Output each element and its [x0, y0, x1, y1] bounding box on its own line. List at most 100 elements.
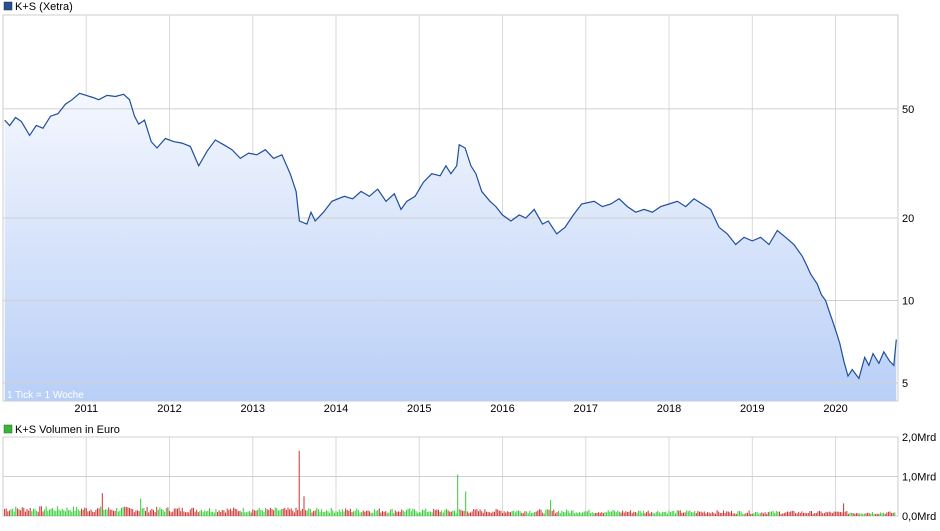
- volume-bar: [678, 510, 680, 516]
- volume-bar: [828, 511, 830, 516]
- volume-bar: [766, 513, 768, 516]
- volume-legend-swatch: [3, 424, 13, 434]
- volume-bar: [260, 509, 262, 516]
- volume-bar: [535, 511, 537, 516]
- volume-bar: [425, 508, 427, 516]
- volume-bar: [274, 507, 276, 516]
- tick-note: 1 Tick = 1 Woche: [7, 390, 84, 401]
- volume-bar: [388, 512, 390, 516]
- volume-bar: [513, 510, 515, 516]
- volume-bar: [582, 512, 584, 516]
- volume-bar: [612, 510, 614, 516]
- volume-bar: [365, 511, 367, 516]
- volume-bar: [460, 509, 462, 516]
- volume-bar: [751, 513, 753, 516]
- volume-bar: [524, 511, 526, 516]
- volume-bar: [233, 507, 235, 516]
- volume-bar: [561, 510, 563, 516]
- volume-bar: [401, 509, 403, 516]
- volume-bar: [325, 510, 327, 516]
- volume-bar: [801, 511, 803, 516]
- volume-bar: [5, 508, 7, 516]
- volume-bar: [458, 509, 460, 516]
- volume-bar: [548, 509, 550, 516]
- volume-bar: [215, 509, 217, 516]
- volume-bar: [727, 511, 729, 516]
- volume-bar: [631, 513, 633, 516]
- volume-bar: [569, 512, 571, 516]
- volume-bar: [699, 511, 700, 516]
- volume-bar: [305, 510, 307, 516]
- volume-bar: [191, 507, 193, 516]
- volume-bar: [617, 510, 619, 516]
- volume-bar: [4, 509, 6, 516]
- volume-bar: [164, 511, 166, 516]
- volume-bar: [831, 513, 833, 516]
- volume-bar: [418, 512, 420, 516]
- volume-bar: [815, 513, 817, 516]
- volume-bar: [84, 507, 86, 516]
- volume-bar: [87, 511, 89, 516]
- volume-bar: [455, 512, 457, 516]
- volume-bar: [436, 509, 438, 516]
- volume-bar: [892, 512, 894, 516]
- volume-bar: [503, 511, 505, 516]
- volume-bar: [231, 510, 233, 516]
- volume-bar: [218, 510, 220, 516]
- volume-bar: [700, 511, 702, 516]
- volume-bar: [526, 511, 528, 516]
- volume-bar: [487, 512, 489, 516]
- volume-bar: [29, 507, 31, 516]
- volume-bar: [377, 510, 379, 516]
- volume-bar: [849, 512, 851, 516]
- volume-bar: [466, 511, 468, 516]
- volume-bar: [26, 509, 28, 516]
- volume-bar: [133, 512, 135, 516]
- volume-bar: [340, 511, 342, 516]
- volume-bar: [852, 513, 854, 516]
- volume-bar: [157, 509, 159, 516]
- volume-bar: [234, 508, 236, 516]
- volume-bar: [827, 512, 829, 516]
- volume-bar: [625, 511, 627, 516]
- price-y-tick-20: 20: [902, 213, 914, 225]
- volume-bar: [156, 506, 158, 516]
- volume-bar: [676, 510, 678, 516]
- volume-bar: [497, 509, 499, 516]
- volume-bar: [68, 510, 70, 516]
- volume-bar: [414, 509, 415, 516]
- volume-bar: [438, 509, 439, 516]
- volume-bar: [77, 509, 79, 516]
- volume-bar: [814, 513, 816, 516]
- volume-bar: [15, 506, 17, 516]
- volume-bar: [287, 507, 289, 516]
- volume-bar: [406, 510, 407, 516]
- volume-bar: [737, 511, 739, 516]
- volume-bar: [439, 511, 441, 516]
- price-area-fill: [4, 93, 897, 402]
- volume-bar: [793, 511, 795, 516]
- volume-bar: [37, 511, 39, 516]
- volume-bar: [478, 511, 479, 516]
- volume-bar: [670, 512, 672, 516]
- volume-bar: [799, 513, 801, 516]
- volume-bar: [620, 512, 622, 516]
- volume-bar: [369, 511, 371, 516]
- volume-bar: [514, 512, 516, 516]
- volume-bar: [658, 512, 660, 516]
- volume-bar: [863, 513, 865, 516]
- volume-bar: [335, 510, 337, 516]
- volume-bar: [767, 512, 769, 516]
- volume-bar: [505, 512, 507, 516]
- volume-bar: [72, 506, 74, 516]
- volume-bar: [135, 510, 137, 516]
- volume-bar: [393, 512, 395, 516]
- volume-bar: [867, 512, 869, 516]
- volume-bar: [820, 511, 822, 516]
- volume-bar: [452, 510, 454, 516]
- volume-bar: [775, 511, 777, 516]
- volume-bar: [431, 512, 433, 516]
- volume-bar: [404, 511, 406, 516]
- volume-bar: [303, 496, 305, 517]
- volume-bar: [683, 512, 684, 516]
